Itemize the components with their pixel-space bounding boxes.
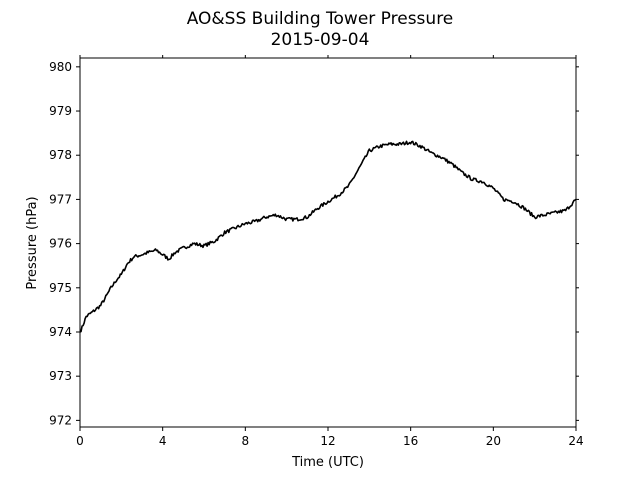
y-tick-label: 973 [49,369,72,383]
y-tick-label: 978 [49,148,72,162]
plot-area: 0 4 8 12 16 20 24 972 973 974 975 976 977 978 979 980 [49,55,584,448]
y-tick-label: 977 [49,192,72,206]
y-tick-label: 972 [49,413,72,427]
y-tick-label: 980 [49,60,72,74]
pressure-series-line [79,140,577,333]
x-tick-label: 12 [320,434,335,448]
x-axis-label: Time (UTC) [291,455,364,470]
x-tick-label: 16 [403,434,418,448]
x-tick-label: 0 [76,434,84,448]
chart-title: AO&SS Building Tower Pressure [187,9,454,29]
y-tick-label: 975 [49,281,72,295]
x-tick-label: 24 [568,434,583,448]
x-tick-label: 8 [242,434,250,448]
y-tick-label: 974 [49,325,72,339]
x-tick-label: 20 [486,434,501,448]
y-tick-label: 979 [49,104,72,118]
x-tick-label: 4 [159,434,167,448]
chart-subtitle: 2015-09-04 [271,30,370,50]
y-tick-label: 976 [49,237,72,251]
y-axis-label: Pressure (hPa) [25,196,40,289]
